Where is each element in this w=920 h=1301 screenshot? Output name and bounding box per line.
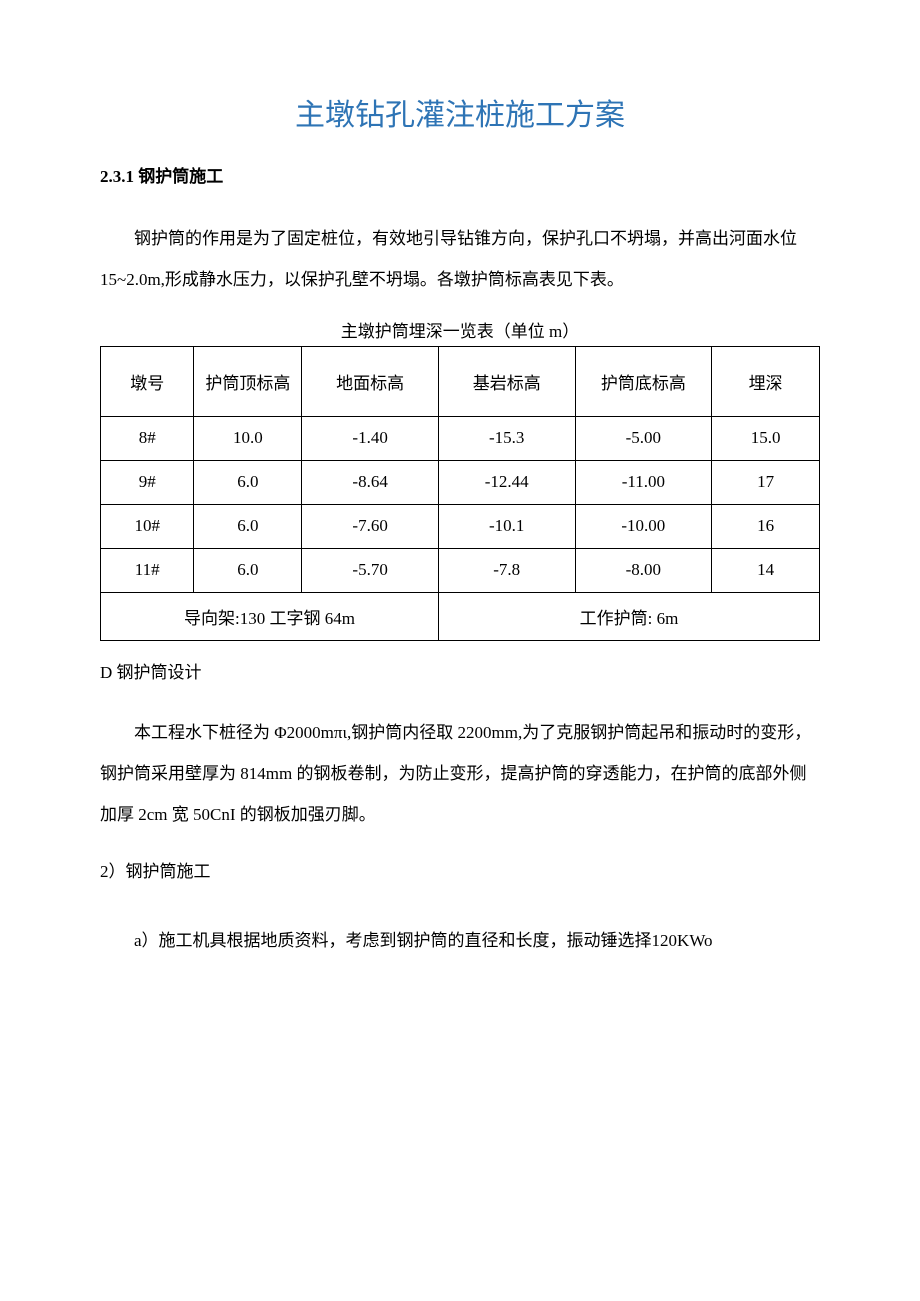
sub-heading-design: D 钢护筒设计 <box>100 653 820 694</box>
cell: -8.64 <box>302 460 439 504</box>
col-header: 埋深 <box>712 346 820 416</box>
cell: -5.00 <box>575 416 712 460</box>
cell: 10# <box>101 504 194 548</box>
table-row: 10# 6.0 -7.60 -10.1 -10.00 16 <box>101 504 820 548</box>
cell: -15.3 <box>438 416 575 460</box>
col-header: 护筒底标高 <box>575 346 712 416</box>
cell: 14 <box>712 548 820 592</box>
cell: -7.60 <box>302 504 439 548</box>
cell: -1.40 <box>302 416 439 460</box>
cell: 10.0 <box>194 416 302 460</box>
cell: 16 <box>712 504 820 548</box>
cell: 9# <box>101 460 194 504</box>
paragraph-design: 本工程水下桩径为 Φ2000mπι,钢护筒内径取 2200mm,为了克服钢护筒起… <box>100 713 820 835</box>
cell: 17 <box>712 460 820 504</box>
cell: 15.0 <box>712 416 820 460</box>
cell: 8# <box>101 416 194 460</box>
paragraph-construction: a）施工机具根据地质资料，考虑到钢护筒的直径和长度，振动锤选择120KWo <box>100 921 820 962</box>
depth-table: 墩号 护筒顶标高 地面标高 基岩标高 护筒底标高 埋深 8# 10.0 -1.4… <box>100 346 820 641</box>
table-row: 8# 10.0 -1.40 -15.3 -5.00 15.0 <box>101 416 820 460</box>
cell: 6.0 <box>194 504 302 548</box>
paragraph-intro: 钢护筒的作用是为了固定桩位，有效地引导钻锥方向，保护孔口不坍塌，并高出河面水位 … <box>100 219 820 301</box>
cell: 11# <box>101 548 194 592</box>
cell: 6.0 <box>194 460 302 504</box>
footer-cell: 导向架:130 工字钢 64m <box>101 592 439 640</box>
col-header: 地面标高 <box>302 346 439 416</box>
cell: -10.1 <box>438 504 575 548</box>
footer-cell: 工作护筒: 6m <box>438 592 819 640</box>
cell: -7.8 <box>438 548 575 592</box>
table-body: 8# 10.0 -1.40 -15.3 -5.00 15.0 9# 6.0 -8… <box>101 416 820 640</box>
section-heading: 2.3.1 钢护筒施工 <box>100 162 820 187</box>
cell: -12.44 <box>438 460 575 504</box>
cell: -8.00 <box>575 548 712 592</box>
cell: -5.70 <box>302 548 439 592</box>
table-row: 11# 6.0 -5.70 -7.8 -8.00 14 <box>101 548 820 592</box>
col-header: 墩号 <box>101 346 194 416</box>
document-title: 主墩钻孔灌注桩施工方案 <box>100 90 820 134</box>
cell: -11.00 <box>575 460 712 504</box>
table-row: 9# 6.0 -8.64 -12.44 -11.00 17 <box>101 460 820 504</box>
table-caption: 主墩护筒埋深一览表（单位 m） <box>100 317 820 342</box>
col-header: 基岩标高 <box>438 346 575 416</box>
table-header-row: 墩号 护筒顶标高 地面标高 基岩标高 护筒底标高 埋深 <box>101 346 820 416</box>
table-footer-row: 导向架:130 工字钢 64m 工作护筒: 6m <box>101 592 820 640</box>
cell: 6.0 <box>194 548 302 592</box>
sub-heading-construction: 2）钢护筒施工 <box>100 852 820 893</box>
cell: -10.00 <box>575 504 712 548</box>
col-header: 护筒顶标高 <box>194 346 302 416</box>
